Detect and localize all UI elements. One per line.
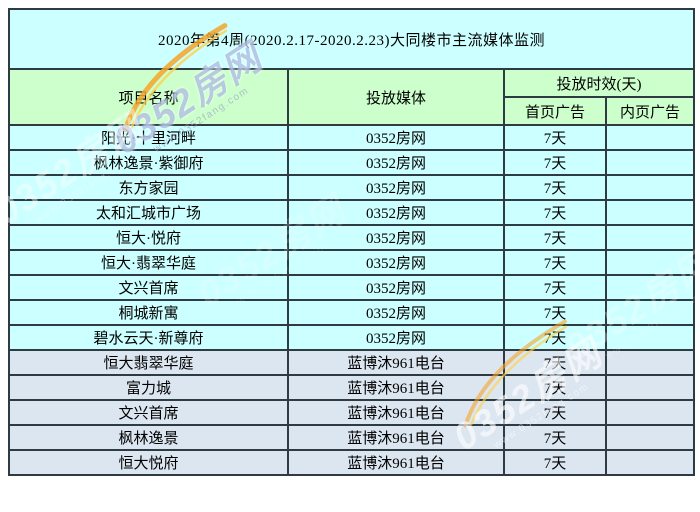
home-ad-cell: 7天: [503, 449, 607, 476]
table-row: 文兴首席 蓝博沐961电台 7天: [8, 399, 695, 426]
project-cell: 枫林逸景: [8, 424, 289, 451]
home-ad-cell: 7天: [503, 224, 607, 251]
project-cell: 桐城新寓: [8, 299, 289, 326]
table-row: 东方家园 0352房网 7天: [8, 174, 695, 201]
inner-ad-cell: [605, 449, 695, 476]
inner-ad-cell: [605, 374, 695, 401]
media-cell: 0352房网: [287, 274, 505, 301]
inner-ad-cell: [605, 124, 695, 151]
inner-ad-cell: [605, 199, 695, 226]
project-cell: 恒大翡翠华庭: [8, 349, 289, 376]
header-row-sub: 首页广告 内页广告: [9, 96, 695, 126]
table-row: 碧水云天·新尊府 0352房网 7天: [8, 324, 695, 351]
home-ad-cell: 7天: [503, 174, 607, 201]
project-cell: 文兴首席: [8, 274, 289, 301]
project-cell: 恒大·翡翠华庭: [8, 249, 289, 276]
media-cell: 0352房网: [287, 224, 505, 251]
media-cell: 蓝博沐961电台: [287, 374, 505, 401]
home-ad-cell: 7天: [503, 424, 607, 451]
inner-ad-cell: [605, 324, 695, 351]
project-cell: 太和汇城市广场: [8, 199, 289, 226]
project-cell: 东方家园: [8, 174, 289, 201]
project-cell: 阳光·十里河畔: [8, 124, 289, 151]
inner-ad-cell: [605, 299, 695, 326]
table-row: 太和汇城市广场 0352房网 7天: [8, 199, 695, 226]
media-cell: 0352房网: [287, 149, 505, 176]
media-cell: 蓝博沐961电台: [287, 349, 505, 376]
column-header-duration-group: 投放时效(天): [503, 68, 695, 98]
inner-ad-cell: [605, 274, 695, 301]
table-row: 枫林逸景·紫御府 0352房网 7天: [8, 149, 695, 176]
column-header-inner-ad: 内页广告: [605, 96, 695, 126]
media-cell: 0352房网: [287, 124, 505, 151]
column-header-home-ad: 首页广告: [503, 96, 607, 126]
table-body: 阳光·十里河畔 0352房网 7天 枫林逸景·紫御府 0352房网 7天 东方家…: [8, 124, 695, 476]
home-ad-cell: 7天: [503, 299, 607, 326]
project-cell: 恒大悦府: [8, 449, 289, 476]
table-row: 阳光·十里河畔 0352房网 7天: [8, 124, 695, 151]
media-cell: 蓝博沐961电台: [287, 449, 505, 476]
project-cell: 碧水云天·新尊府: [8, 324, 289, 351]
inner-ad-cell: [605, 149, 695, 176]
home-ad-cell: 7天: [503, 274, 607, 301]
media-cell: 0352房网: [287, 299, 505, 326]
media-cell: 蓝博沐961电台: [287, 399, 505, 426]
home-ad-cell: 7天: [503, 399, 607, 426]
media-monitor-table: 2020年第4周(2020.2.17-2020.2.23)大同楼市主流媒体监测 …: [8, 8, 695, 476]
inner-ad-cell: [605, 249, 695, 276]
table-row: 富力城 蓝博沐961电台 7天: [8, 374, 695, 401]
inner-ad-cell: [605, 424, 695, 451]
media-cell: 0352房网: [287, 249, 505, 276]
home-ad-cell: 7天: [503, 374, 607, 401]
page-title: 2020年第4周(2020.2.17-2020.2.23)大同楼市主流媒体监测: [8, 8, 695, 70]
media-cell: 0352房网: [287, 199, 505, 226]
home-ad-cell: 7天: [503, 124, 607, 151]
column-header-project: 项目名称: [8, 68, 289, 126]
project-cell: 富力城: [8, 374, 289, 401]
home-ad-cell: 7天: [503, 324, 607, 351]
inner-ad-cell: [605, 349, 695, 376]
inner-ad-cell: [605, 224, 695, 251]
table-row: 文兴首席 0352房网 7天: [8, 274, 695, 301]
inner-ad-cell: [605, 399, 695, 426]
home-ad-cell: 7天: [503, 349, 607, 376]
media-cell: 蓝博沐961电台: [287, 424, 505, 451]
column-header-media: 投放媒体: [287, 68, 505, 126]
home-ad-cell: 7天: [503, 249, 607, 276]
table-row: 枫林逸景 蓝博沐961电台 7天: [8, 424, 695, 451]
title-row: 2020年第4周(2020.2.17-2020.2.23)大同楼市主流媒体监测: [8, 8, 695, 70]
inner-ad-cell: [605, 174, 695, 201]
table-row: 恒大悦府 蓝博沐961电台 7天: [8, 449, 695, 476]
project-cell: 枫林逸景·紫御府: [8, 149, 289, 176]
media-cell: 0352房网: [287, 324, 505, 351]
project-cell: 恒大·悦府: [8, 224, 289, 251]
table-row: 桐城新寓 0352房网 7天: [8, 299, 695, 326]
media-cell: 0352房网: [287, 174, 505, 201]
project-cell: 文兴首席: [8, 399, 289, 426]
home-ad-cell: 7天: [503, 149, 607, 176]
table-row: 恒大翡翠华庭 蓝博沐961电台 7天: [8, 349, 695, 376]
table-row: 恒大·翡翠华庭 0352房网 7天: [8, 249, 695, 276]
header-row-top: 项目名称 投放媒体 投放时效(天): [8, 68, 695, 126]
monitor-sheet: 2020年第4周(2020.2.17-2020.2.23)大同楼市主流媒体监测 …: [8, 8, 695, 476]
home-ad-cell: 7天: [503, 199, 607, 226]
table-row: 恒大·悦府 0352房网 7天: [8, 224, 695, 251]
